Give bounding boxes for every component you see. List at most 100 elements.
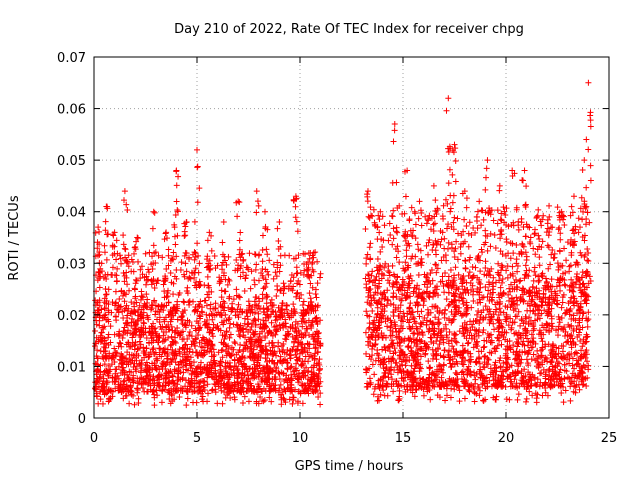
data-point: [498, 231, 505, 238]
data-point: [389, 376, 396, 383]
data-point: [465, 243, 472, 250]
y-tick-label: 0.07: [57, 51, 86, 66]
data-point: [134, 375, 141, 382]
data-point: [209, 374, 216, 381]
data-point: [495, 325, 502, 332]
data-point: [175, 291, 182, 298]
data-point: [369, 361, 376, 368]
data-point: [96, 251, 103, 258]
data-point: [419, 259, 426, 266]
data-point: [515, 218, 522, 225]
data-point: [583, 184, 590, 191]
data-point: [143, 369, 150, 376]
data-point: [248, 353, 255, 360]
data-point: [138, 292, 145, 299]
data-point: [568, 344, 575, 351]
data-point: [584, 323, 591, 330]
data-point: [96, 284, 103, 291]
data-point: [236, 199, 243, 206]
data-point: [228, 383, 235, 390]
data-point: [445, 281, 452, 288]
data-point: [251, 277, 258, 284]
data-point: [498, 210, 505, 217]
data-point: [493, 393, 500, 400]
data-point: [134, 309, 141, 316]
data-point: [426, 365, 433, 372]
data-point: [151, 298, 158, 305]
data-point: [277, 381, 284, 388]
data-point: [214, 323, 221, 330]
data-point: [481, 374, 488, 381]
data-point: [578, 274, 585, 281]
data-point: [101, 305, 108, 312]
data-point: [201, 282, 208, 289]
data-point: [175, 362, 182, 369]
data-point: [398, 283, 405, 290]
data-point: [509, 273, 516, 280]
data-point: [522, 313, 529, 320]
data-point: [292, 203, 299, 210]
data-point: [121, 377, 128, 384]
data-point: [197, 378, 204, 385]
data-point: [445, 149, 452, 156]
data-point: [401, 278, 408, 285]
data-point: [260, 324, 267, 331]
data-point: [96, 377, 103, 384]
data-point: [161, 345, 168, 352]
data-point: [186, 332, 193, 339]
data-point: [104, 379, 111, 386]
data-point: [365, 213, 372, 220]
data-point: [528, 344, 535, 351]
data-point: [262, 343, 269, 350]
data-point: [482, 303, 489, 310]
data-point: [204, 291, 211, 298]
data-point: [495, 335, 502, 342]
data-point: [222, 394, 229, 401]
data-point: [149, 366, 156, 373]
data-point: [408, 325, 415, 332]
data-point: [432, 314, 439, 321]
data-point: [189, 349, 196, 356]
data-point: [255, 202, 262, 209]
data-point: [176, 394, 183, 401]
data-point: [492, 308, 499, 315]
data-point: [503, 311, 510, 318]
data-point: [290, 255, 297, 262]
data-point: [579, 365, 586, 372]
data-point: [496, 182, 503, 189]
data-point: [221, 300, 228, 307]
data-point: [438, 257, 445, 264]
data-point: [401, 351, 408, 358]
data-point: [436, 320, 443, 327]
data-point: [151, 209, 158, 216]
data-point: [186, 386, 193, 393]
data-point: [567, 397, 574, 404]
data-point: [130, 268, 137, 275]
data-point: [208, 310, 215, 317]
data-point: [482, 258, 489, 265]
data-point: [301, 260, 308, 267]
data-point: [224, 281, 231, 288]
data-point: [481, 343, 488, 350]
data-point: [430, 228, 437, 235]
data-point: [289, 400, 296, 407]
data-point: [123, 361, 130, 368]
data-point: [434, 392, 441, 399]
data-point: [195, 301, 202, 308]
data-point: [460, 240, 467, 247]
data-point: [262, 314, 269, 321]
data-point: [227, 364, 234, 371]
data-point: [102, 291, 109, 298]
data-point: [476, 368, 483, 375]
data-point: [496, 300, 503, 307]
data-point: [237, 333, 244, 340]
data-point: [150, 373, 157, 380]
data-point: [473, 390, 480, 397]
data-point: [519, 378, 526, 385]
data-point: [253, 373, 260, 380]
data-point: [464, 286, 471, 293]
data-point: [196, 260, 203, 267]
data-point: [490, 274, 497, 281]
data-point: [222, 368, 229, 375]
data-point: [516, 348, 523, 355]
